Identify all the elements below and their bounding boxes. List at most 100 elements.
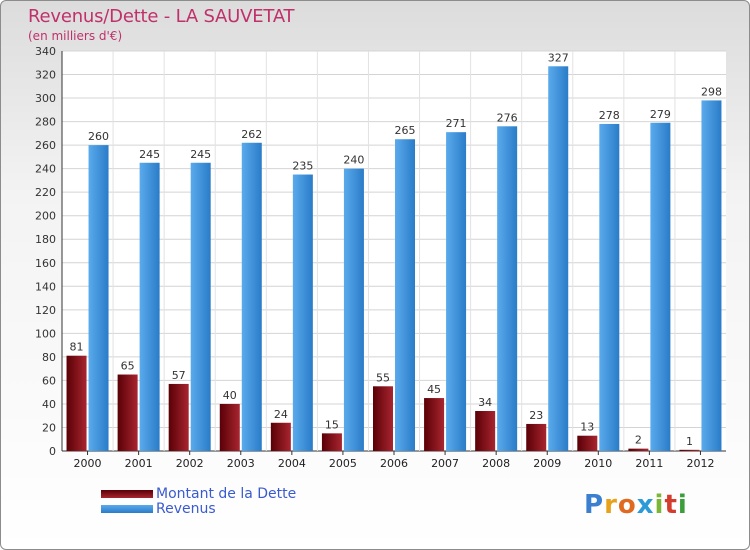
chart-title: Revenus/Dette - LA SAUVETAT — [28, 6, 295, 27]
chart-subtitle: (en milliers d'€) — [28, 29, 123, 43]
x-tick-label: 2007 — [431, 457, 459, 470]
x-tick-label: 2004 — [278, 457, 306, 470]
data-label-revenus: 278 — [599, 109, 620, 122]
bar-revenus — [292, 174, 313, 451]
bar-dette — [475, 411, 496, 451]
bar-dette — [321, 433, 342, 451]
data-label-revenus: 265 — [395, 124, 416, 137]
data-label-revenus: 298 — [701, 85, 722, 98]
bar-dette — [168, 383, 189, 451]
bar-dette — [270, 422, 291, 451]
data-label-revenus: 327 — [548, 51, 569, 64]
logo-letter: t — [664, 490, 678, 520]
x-tick-label: 2006 — [380, 457, 408, 470]
y-tick-label: 140 — [35, 280, 56, 293]
bar-revenus — [548, 66, 569, 451]
bar-revenus — [343, 168, 364, 451]
x-tick-label: 2005 — [329, 457, 357, 470]
bar-revenus — [88, 145, 109, 451]
bar-revenus — [139, 162, 160, 451]
data-label-revenus: 245 — [190, 148, 211, 161]
bar-dette — [424, 398, 445, 451]
data-label-dette: 45 — [427, 383, 441, 396]
x-tick-label: 2001 — [125, 457, 153, 470]
y-tick-label: 340 — [35, 45, 56, 58]
data-label-dette: 24 — [274, 408, 288, 421]
bar-revenus — [446, 132, 467, 452]
data-label-revenus: 279 — [650, 108, 671, 121]
y-tick-label: 40 — [42, 398, 56, 411]
y-tick-label: 60 — [42, 374, 56, 387]
bar-dette — [219, 403, 240, 451]
y-tick-label: 260 — [35, 139, 56, 152]
logo-letter: o — [617, 490, 637, 520]
legend-swatch-dette — [101, 490, 153, 498]
logo-letter: r — [604, 490, 618, 520]
y-tick-label: 100 — [35, 327, 56, 340]
data-label-dette: 23 — [529, 409, 543, 422]
y-tick-label: 180 — [35, 233, 56, 246]
x-tick-label: 2010 — [584, 457, 612, 470]
y-tick-label: 80 — [42, 351, 56, 364]
bar-dette — [117, 374, 138, 451]
y-tick-label: 0 — [49, 445, 56, 458]
legend-label-dette: Montant de la Dette — [156, 486, 297, 502]
data-label-revenus: 235 — [292, 160, 313, 173]
data-label-dette: 1 — [686, 435, 693, 448]
x-tick-label: 2011 — [635, 457, 663, 470]
bar-revenus — [701, 100, 722, 451]
bar-dette — [577, 435, 598, 451]
y-tick-label: 120 — [35, 304, 56, 317]
data-label-revenus: 245 — [139, 148, 160, 161]
x-tick-label: 2012 — [686, 457, 714, 470]
legend-label-revenus: Revenus — [156, 501, 216, 517]
y-tick-label: 220 — [35, 186, 56, 199]
data-label-dette: 15 — [325, 418, 339, 431]
bar-dette — [373, 386, 393, 451]
x-tick-label: 2009 — [533, 457, 561, 470]
data-label-dette: 57 — [172, 369, 186, 382]
data-label-revenus: 271 — [446, 117, 467, 130]
plot-area — [62, 51, 726, 451]
data-label-dette: 34 — [478, 396, 492, 409]
y-tick-label: 240 — [35, 163, 56, 176]
x-tick-label: 2003 — [227, 457, 255, 470]
bar-dette — [526, 423, 547, 451]
data-label-dette: 13 — [580, 421, 594, 434]
bar-revenus — [599, 123, 620, 452]
logo-letter: P — [584, 490, 605, 520]
x-tick-label: 2000 — [74, 457, 102, 470]
x-tick-label: 2002 — [176, 457, 204, 470]
logo-letter: i — [677, 490, 688, 520]
data-label-dette: 55 — [376, 371, 390, 384]
x-tick-label: 2008 — [482, 457, 510, 470]
data-label-revenus: 260 — [88, 130, 109, 143]
bar-dette — [679, 449, 700, 451]
data-label-revenus: 262 — [241, 128, 262, 141]
bar-dette — [628, 448, 649, 451]
y-tick-label: 160 — [35, 257, 56, 270]
bar-revenus — [190, 162, 211, 451]
data-label-dette: 65 — [121, 360, 135, 373]
y-tick-label: 200 — [35, 210, 56, 223]
bar-revenus — [241, 142, 262, 451]
legend-swatch-revenus — [101, 505, 153, 513]
data-label-revenus: 240 — [343, 154, 364, 167]
logo-letter: x — [636, 490, 655, 520]
data-label-dette: 81 — [70, 341, 84, 354]
y-tick-label: 300 — [35, 92, 56, 105]
data-label-dette: 2 — [635, 434, 642, 447]
y-tick-label: 20 — [42, 421, 56, 434]
proxiti-logo: Proxiti — [584, 490, 688, 520]
data-label-revenus: 276 — [497, 111, 518, 124]
bar-dette — [66, 355, 87, 451]
bar-revenus — [650, 122, 671, 451]
y-tick-label: 280 — [35, 116, 56, 129]
logo-letter: i — [654, 490, 665, 520]
bar-revenus — [395, 139, 415, 451]
data-label-dette: 40 — [223, 389, 237, 402]
y-tick-label: 320 — [35, 69, 56, 82]
bar-revenus — [497, 126, 518, 451]
